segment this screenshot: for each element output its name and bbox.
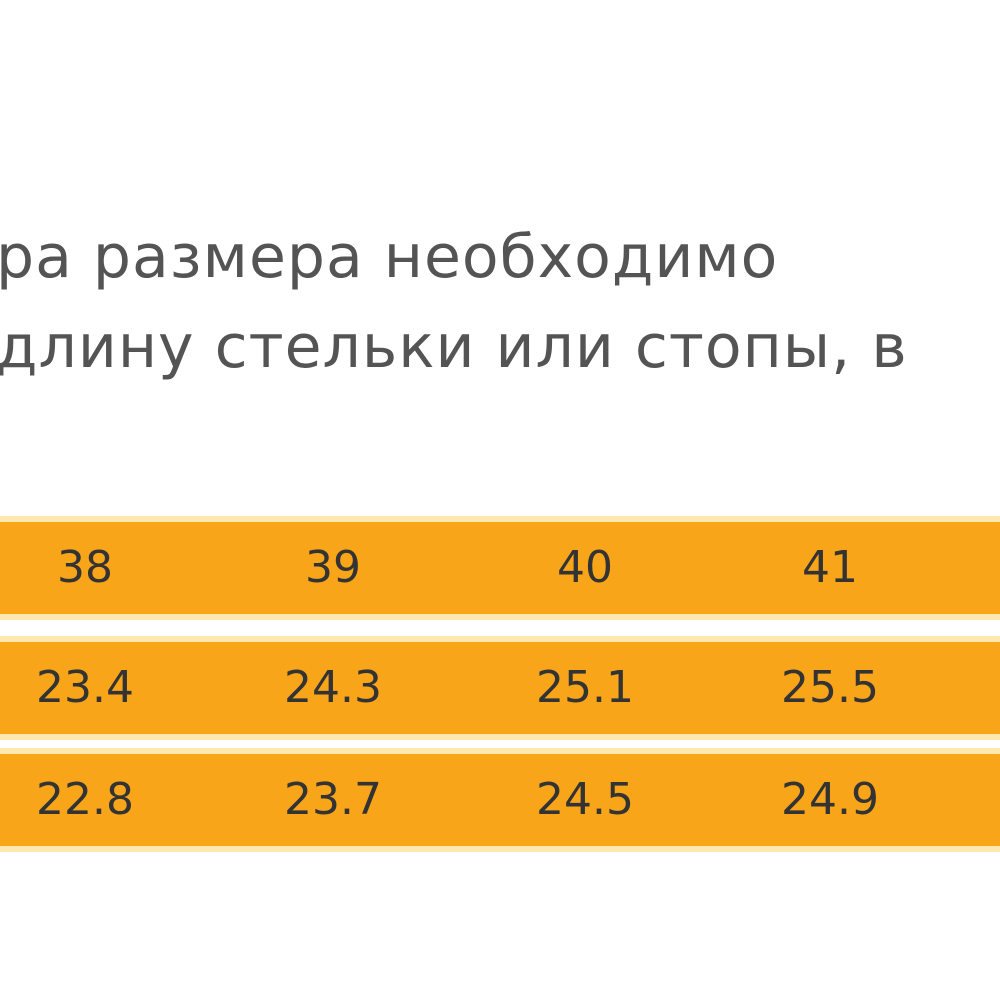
table-cell: 25.5	[781, 662, 879, 713]
table-cell: 24.9	[781, 774, 879, 825]
table-row: 23.4 24.3 25.1 25.5	[0, 636, 1000, 740]
table-cell: 40	[557, 542, 613, 593]
table-cell: 41	[802, 542, 858, 593]
intro-line: ра размера необходимо	[0, 222, 779, 292]
table-cell: 38	[57, 542, 113, 593]
table-cell: 23.4	[36, 662, 134, 713]
table-cell: 24.5	[536, 774, 634, 825]
table-cell: 25.1	[536, 662, 634, 713]
table-cell: 23.7	[284, 774, 382, 825]
table-cell: 22.8	[36, 774, 134, 825]
table-row: 38 39 40 41	[0, 516, 1000, 620]
table-row: 22.8 23.7 24.5 24.9	[0, 748, 1000, 852]
intro-line: длину стельки или стопы, в	[0, 312, 908, 382]
table-cell: 39	[305, 542, 361, 593]
table-cell: 24.3	[284, 662, 382, 713]
